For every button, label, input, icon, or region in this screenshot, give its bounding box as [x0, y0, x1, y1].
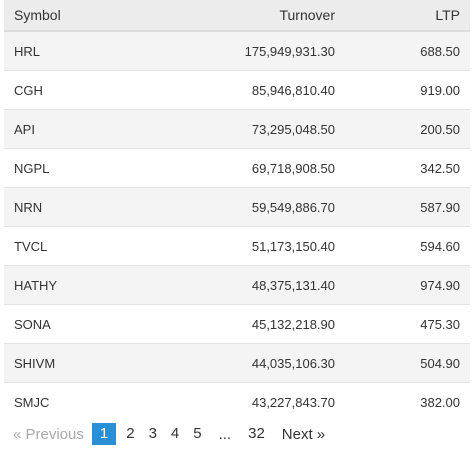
column-header-ltp[interactable]: LTP [345, 0, 470, 32]
cell-ltp: 919.00 [345, 70, 470, 110]
cell-turnover: 175,949,931.30 [149, 30, 345, 71]
cell-symbol: NGPL [4, 148, 149, 188]
cell-turnover: 69,718,908.50 [149, 148, 345, 188]
table-row: NGPL 69,718,908.50 342.50 [4, 148, 470, 188]
cell-ltp: 587.90 [345, 187, 470, 227]
pagination-page-4-button[interactable]: 4 [170, 425, 180, 442]
cell-ltp: 382.00 [345, 382, 470, 421]
cell-ltp: 974.90 [345, 265, 470, 305]
cell-ltp: 594.60 [345, 226, 470, 266]
cell-ltp: 475.30 [345, 304, 470, 344]
cell-symbol: API [4, 109, 149, 149]
pagination-page-32-button[interactable]: 32 [248, 425, 265, 442]
cell-ltp: 342.50 [345, 148, 470, 188]
cell-turnover: 44,035,106.30 [149, 343, 345, 383]
cell-symbol: TVCL [4, 226, 149, 266]
pagination-ellipsis: ... [218, 425, 232, 443]
table-row: TVCL 51,173,150.40 594.60 [4, 226, 470, 266]
table-row: SHIVM 44,035,106.30 504.90 [4, 343, 470, 383]
cell-turnover: 51,173,150.40 [149, 226, 345, 266]
table-header-row: Symbol Turnover LTP [4, 0, 470, 32]
cell-symbol: HATHY [4, 265, 149, 305]
pagination-page-2-button[interactable]: 2 [126, 425, 135, 442]
cell-turnover: 73,295,048.50 [149, 109, 345, 149]
table-row: HRL 175,949,931.30 688.50 [4, 30, 470, 71]
pagination-next-button[interactable]: Next » [281, 425, 326, 443]
pagination-page-1-button[interactable]: 1 [91, 423, 117, 445]
turnover-table: Symbol Turnover LTP HRL 175,949,931.30 6… [4, 0, 470, 421]
table-row: API 73,295,048.50 200.50 [4, 109, 470, 149]
cell-turnover: 48,375,131.40 [149, 265, 345, 305]
table-row: CGH 85,946,810.40 919.00 [4, 70, 470, 110]
cell-symbol: NRN [4, 187, 149, 227]
cell-symbol: CGH [4, 70, 149, 110]
cell-turnover: 45,132,218.90 [149, 304, 345, 344]
pagination-page-3-button[interactable]: 3 [148, 425, 157, 442]
cell-turnover: 85,946,810.40 [149, 70, 345, 110]
cell-symbol: SMJC [4, 382, 149, 421]
table-row: SMJC 43,227,843.70 382.00 [4, 382, 470, 421]
cell-symbol: SHIVM [4, 343, 149, 383]
table-row: SONA 45,132,218.90 475.30 [4, 304, 470, 344]
cell-turnover: 43,227,843.70 [149, 382, 345, 421]
table-row: HATHY 48,375,131.40 974.90 [4, 265, 470, 305]
cell-ltp: 504.90 [345, 343, 470, 383]
cell-turnover: 59,549,886.70 [149, 187, 345, 227]
cell-ltp: 688.50 [345, 30, 470, 71]
pagination-previous-button[interactable]: « Previous [13, 425, 84, 443]
cell-symbol: SONA [4, 304, 149, 344]
column-header-symbol[interactable]: Symbol [4, 0, 149, 32]
table-row: NRN 59,549,886.70 587.90 [4, 187, 470, 227]
column-header-turnover[interactable]: Turnover [149, 0, 345, 32]
pagination-page-5-button[interactable]: 5 [193, 425, 202, 442]
pagination: « Previous 1 2 3 4 5 ... 32 Next » [4, 423, 331, 445]
cell-ltp: 200.50 [345, 109, 470, 149]
cell-symbol: HRL [4, 30, 149, 71]
